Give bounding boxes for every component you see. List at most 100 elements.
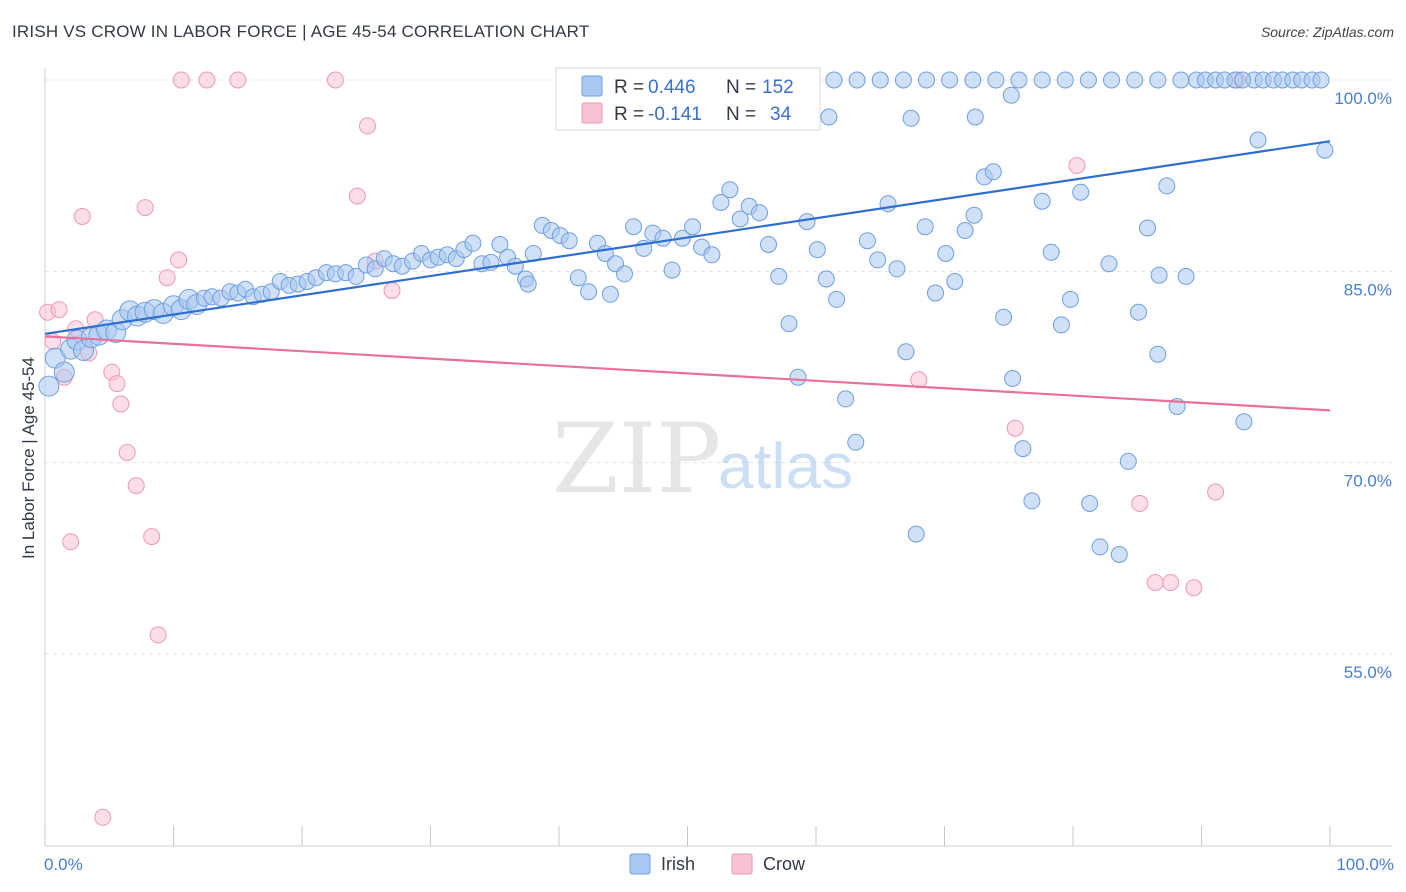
irish-point (789, 368, 807, 386)
crow-point (383, 282, 401, 299)
irish-point (1110, 546, 1128, 563)
irish-point (1100, 255, 1118, 273)
crow-point (158, 269, 176, 287)
crow-point (136, 199, 154, 217)
irish-point (941, 71, 959, 89)
crow-point (1185, 579, 1203, 597)
irish-point (1033, 192, 1051, 210)
crow-point (50, 301, 68, 319)
crow-point (1006, 419, 1024, 437)
irish-point (828, 290, 846, 308)
crow-point (94, 808, 112, 826)
crow-points (39, 71, 1246, 826)
irish-point (956, 222, 974, 239)
irish-point (703, 246, 721, 264)
irish-point (902, 109, 920, 127)
x-tick-label-max: 100.0% (1336, 855, 1394, 874)
irish-point (519, 275, 537, 293)
irish-point (1235, 413, 1253, 431)
irish-point (731, 210, 749, 228)
irish-point (820, 108, 838, 126)
crow-r-value: -0.141 (648, 104, 702, 125)
y-tick-label: 85.0% (1344, 280, 1392, 299)
irish-point (1119, 452, 1137, 470)
crow-point (170, 251, 188, 269)
irish-point (1079, 71, 1097, 89)
irish-point (780, 315, 798, 333)
irish-point (1234, 71, 1252, 89)
irish-point (751, 204, 768, 222)
irish-point (1056, 71, 1074, 89)
crow-point (62, 533, 80, 551)
irish-point (1149, 71, 1167, 89)
crow-point (229, 71, 247, 89)
y-axis-label: In Labor Force | Age 45-54 (19, 357, 38, 559)
irish-point (560, 232, 578, 250)
irish-point (946, 273, 964, 290)
irish-point (38, 375, 60, 397)
irish-point (580, 283, 598, 301)
irish-point (937, 245, 955, 262)
crow-point (1131, 495, 1149, 512)
irish-point (847, 433, 865, 451)
irish-point (491, 236, 509, 253)
irish-point (964, 71, 982, 89)
irish-point (1072, 183, 1090, 201)
source-credit: Source: ZipAtlas.com (1260, 24, 1394, 40)
irish-point (569, 269, 587, 287)
irish-point (869, 251, 887, 269)
irish-point (601, 285, 619, 303)
irish-point (1103, 71, 1120, 89)
crow-point (198, 71, 216, 89)
crow-point (127, 477, 145, 495)
irish-point (798, 213, 816, 231)
irish-point (888, 260, 906, 278)
irish-r-label: R = (614, 77, 644, 98)
crow-point (112, 395, 130, 413)
irish-trendline (44, 140, 1331, 335)
irish-point (1042, 243, 1060, 261)
irish-point (712, 194, 730, 211)
irish-point (825, 71, 843, 89)
irish-points (38, 71, 1334, 563)
y-tick-label: 100.0% (1334, 89, 1392, 108)
irish-point (506, 257, 524, 275)
irish-point (1014, 440, 1032, 458)
stats-legend: R = 0.446 N = 152 R = -0.141 N = 34 (555, 67, 821, 131)
crow-point (149, 626, 167, 644)
irish-point (858, 232, 876, 250)
irish-point (721, 181, 739, 199)
irish-point (1091, 538, 1109, 556)
crow-point (118, 444, 136, 461)
series-legend: Irish Crow (629, 853, 806, 875)
irish-point (965, 206, 983, 224)
irish-point (347, 267, 365, 285)
irish-legend-swatch (581, 75, 603, 97)
irish-n-value: 152 (762, 77, 794, 98)
y-tick-label: 70.0% (1344, 472, 1392, 491)
crow-point (1068, 157, 1086, 174)
irish-point (897, 343, 915, 361)
y-tick-labels: 100.0% 85.0% 70.0% 55.0% (1334, 89, 1392, 682)
crow-legend-label: Crow (763, 854, 806, 874)
irish-point (1139, 219, 1156, 237)
crow-legend-swatch (581, 102, 603, 124)
irish-point (1061, 290, 1079, 308)
irish-point (995, 308, 1013, 326)
irish-point (464, 234, 482, 252)
irish-point (625, 218, 642, 236)
irish-point (1081, 495, 1099, 512)
irish-point (871, 71, 889, 89)
irish-point (1249, 131, 1267, 149)
crow-n-label: N = (726, 104, 756, 125)
crow-point (1146, 574, 1164, 592)
irish-point (1158, 177, 1176, 195)
irish-point (1316, 141, 1334, 159)
irish-point (1004, 370, 1022, 387)
x-tick-label-min: 0.0% (44, 855, 83, 874)
crow-n-value: 34 (770, 104, 792, 125)
irish-point (1177, 267, 1195, 285)
irish-point (1052, 316, 1070, 334)
irish-r-value: 0.446 (648, 77, 696, 98)
irish-point (918, 71, 935, 89)
